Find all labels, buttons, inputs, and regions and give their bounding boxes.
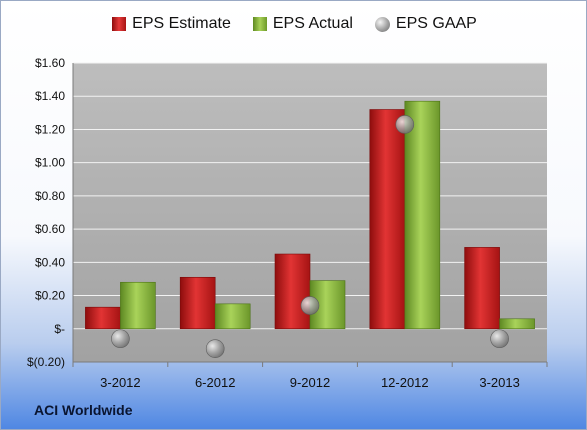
y-tick-label: $0.20 [35,289,65,303]
marker-eps-gaap [111,329,130,349]
bar-eps-actual [499,318,535,330]
legend-item-actual: EPS Actual [252,15,353,33]
marker-eps-gaap [395,115,415,134]
y-tick-label: $1.60 [35,56,65,70]
x-tick-label: 6-2012 [195,375,235,390]
bar-eps-estimate [274,253,311,330]
y-tick-label: $1.00 [35,156,65,170]
marker-eps-gaap [205,339,225,359]
legend-label-actual: EPS Actual [272,15,353,32]
legend-item-estimate: EPS Estimate [112,15,231,33]
bar-eps-actual [120,281,156,330]
company-name: ACI Worldwide [34,402,133,418]
marker-eps-gaap [490,329,509,349]
y-tick-label: $1.20 [35,122,65,136]
legend-label-estimate: EPS Estimate [132,15,231,32]
marker-eps-gaap [300,296,320,315]
x-tick-label: 9-2012 [290,375,330,390]
legend-swatch-actual [252,17,267,31]
bar-eps-estimate [85,306,121,330]
x-tick-label: 3-2012 [100,375,140,390]
bar-eps-estimate [179,276,216,330]
y-tick-label: $0.80 [35,189,65,203]
legend: EPS Estimate EPS Actual EPS GAAP [1,15,586,33]
bar-eps-actual [214,303,251,330]
x-tick-label: 12-2012 [381,375,429,390]
y-tick-label: $- [54,322,65,336]
plot-area: $1.60 $1.40 $1.20 $1.00 $0.80 $0.60 $0.40 $0.20… [27,56,548,390]
legend-swatch-gaap [374,16,390,32]
bar-eps-estimate [369,109,406,330]
y-tick-label: $(0.20) [27,355,65,369]
x-tick-label: 3-2013 [479,375,519,390]
y-tick-label: $1.40 [35,89,65,103]
legend-label-gaap: EPS GAAP [395,15,477,32]
legend-item-gaap: EPS GAAP [374,15,477,33]
legend-swatch-estimate [112,17,127,31]
bar-eps-actual [404,100,441,330]
bar-eps-estimate [464,247,500,330]
y-tick-label: $0.40 [35,255,65,269]
y-tick-label: $0.60 [35,222,65,236]
